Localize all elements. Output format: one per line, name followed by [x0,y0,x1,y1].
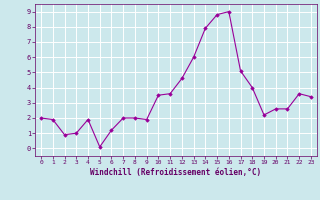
X-axis label: Windchill (Refroidissement éolien,°C): Windchill (Refroidissement éolien,°C) [91,168,261,177]
